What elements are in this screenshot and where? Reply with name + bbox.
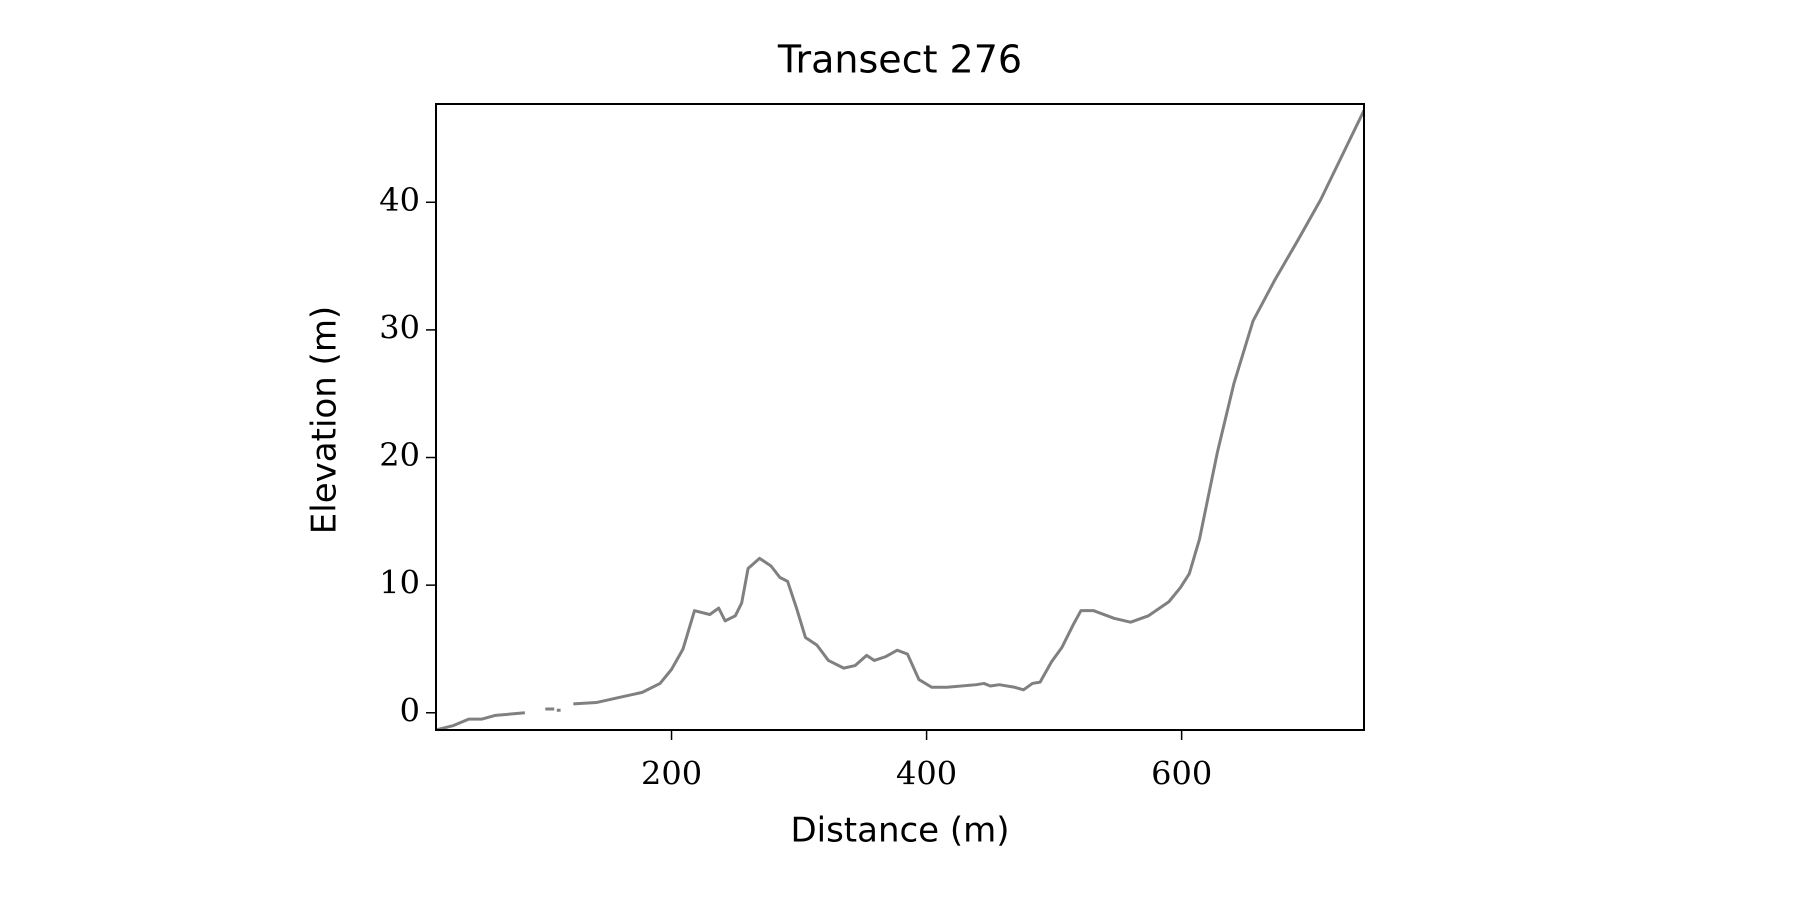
x-tick-label: 600 bbox=[1151, 755, 1212, 793]
x-tick-label: 400 bbox=[896, 755, 957, 793]
plot-frame bbox=[435, 103, 1365, 731]
y-tick-label: 40 bbox=[379, 181, 420, 219]
chart-title: Transect 276 bbox=[777, 38, 1022, 82]
y-tick-label: 10 bbox=[379, 564, 420, 602]
y-tick-label: 20 bbox=[379, 436, 420, 474]
y-tick-label: 0 bbox=[400, 691, 420, 729]
y-axis-label: Elevation (m) bbox=[305, 306, 345, 534]
x-axis-label: Distance (m) bbox=[790, 811, 1009, 851]
x-tick-label: 200 bbox=[641, 755, 702, 793]
y-tick-label: 30 bbox=[379, 308, 420, 346]
elevation-line bbox=[436, 109, 1364, 730]
